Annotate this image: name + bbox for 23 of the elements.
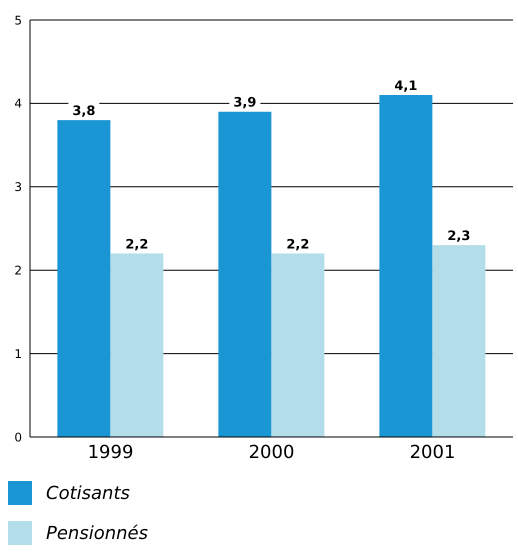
y-tick-label: 5 xyxy=(14,13,22,28)
bar xyxy=(271,254,324,437)
y-tick-label: 4 xyxy=(14,96,22,111)
bar xyxy=(110,254,164,437)
legend-label: Cotisants xyxy=(46,482,130,504)
y-tick-label: 3 xyxy=(14,180,22,194)
x-tick-label: 2000 xyxy=(248,442,294,463)
bar xyxy=(432,245,486,437)
data-label: 2,2 xyxy=(125,238,148,253)
x-tick-label: 1999 xyxy=(88,442,134,463)
bar xyxy=(379,95,432,437)
x-tick-label: 2001 xyxy=(410,442,456,463)
y-tick-label: 1 xyxy=(14,346,22,361)
data-label: 2,2 xyxy=(286,238,310,253)
bar xyxy=(218,112,272,437)
data-label: 3,8 xyxy=(72,104,96,120)
y-tick-label: 2 xyxy=(14,263,22,278)
data-label: 4,1 xyxy=(394,79,418,94)
data-label: 2,3 xyxy=(447,229,470,244)
legend-label: Pensionnés xyxy=(46,522,148,544)
bar xyxy=(57,120,110,437)
y-tick-label: 0 xyxy=(14,430,22,444)
data-label: 3,9 xyxy=(233,96,256,111)
